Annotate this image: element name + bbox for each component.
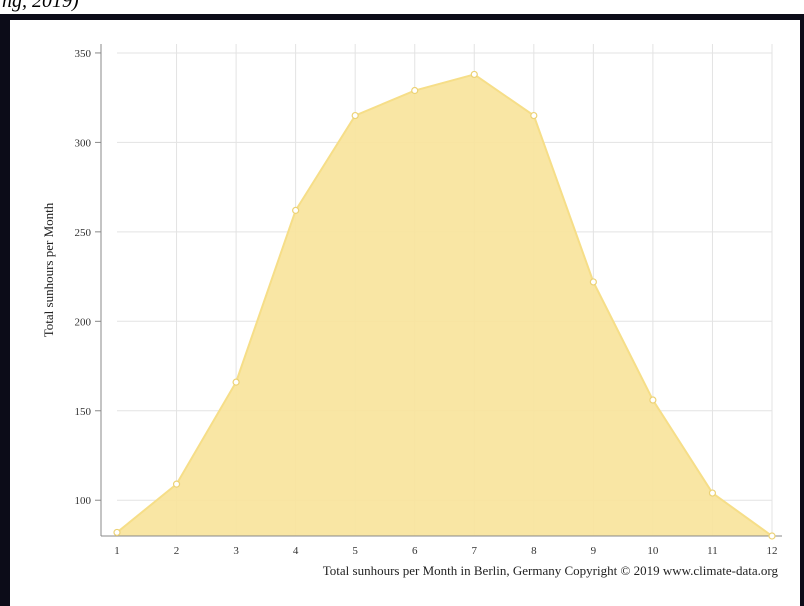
- data-point: [292, 206, 300, 214]
- y-tick-label: 350: [75, 48, 92, 60]
- top-strip: ng, 2019): [0, 0, 804, 14]
- y-tick-label: 300: [75, 137, 92, 149]
- x-tick-label: 12: [767, 545, 778, 557]
- x-tick-label: 6: [412, 545, 418, 557]
- caption-fragment: ng, 2019): [2, 0, 79, 12]
- x-tick-label: 11: [707, 545, 718, 557]
- data-point: [589, 278, 597, 286]
- x-tick-label: 10: [647, 545, 659, 557]
- x-tick-label: 9: [591, 545, 597, 557]
- area-line: [116, 73, 773, 537]
- x-tick-label: 5: [352, 545, 358, 557]
- data-point: [708, 489, 717, 497]
- data-point: [768, 532, 776, 540]
- data-point: [530, 111, 538, 120]
- data-point: [351, 111, 359, 120]
- x-tick-label: 2: [174, 545, 180, 557]
- area-fill: [117, 74, 772, 536]
- x-tick-label: 3: [233, 545, 239, 557]
- chart-panel: 100 150 200 250 300 350 1 2 3 4 5 6 7 8 9 10 11 12 Total …: [10, 20, 800, 606]
- data-point: [232, 378, 240, 386]
- data-point: [649, 396, 657, 404]
- markers: [113, 70, 776, 540]
- y-tick-label: 200: [75, 316, 92, 328]
- data-point: [470, 70, 478, 79]
- data-point: [172, 480, 181, 488]
- y-tick-label: 250: [75, 227, 92, 239]
- data-point: [113, 528, 121, 537]
- x-tick-label: 4: [293, 545, 299, 557]
- x-tick-label: 7: [472, 545, 478, 557]
- x-axis-title: Total sunhours per Month in Berlin, Germ…: [323, 563, 779, 578]
- data-point: [411, 86, 419, 95]
- y-tick-label: 150: [75, 406, 92, 418]
- y-tick-label: 100: [75, 495, 92, 507]
- y-axis-title: Total sunhours per Month: [41, 202, 56, 337]
- axes: [95, 44, 782, 537]
- x-tick-label: 8: [531, 545, 537, 557]
- x-tick-label: 1: [114, 545, 120, 557]
- area-layer: [116, 73, 773, 537]
